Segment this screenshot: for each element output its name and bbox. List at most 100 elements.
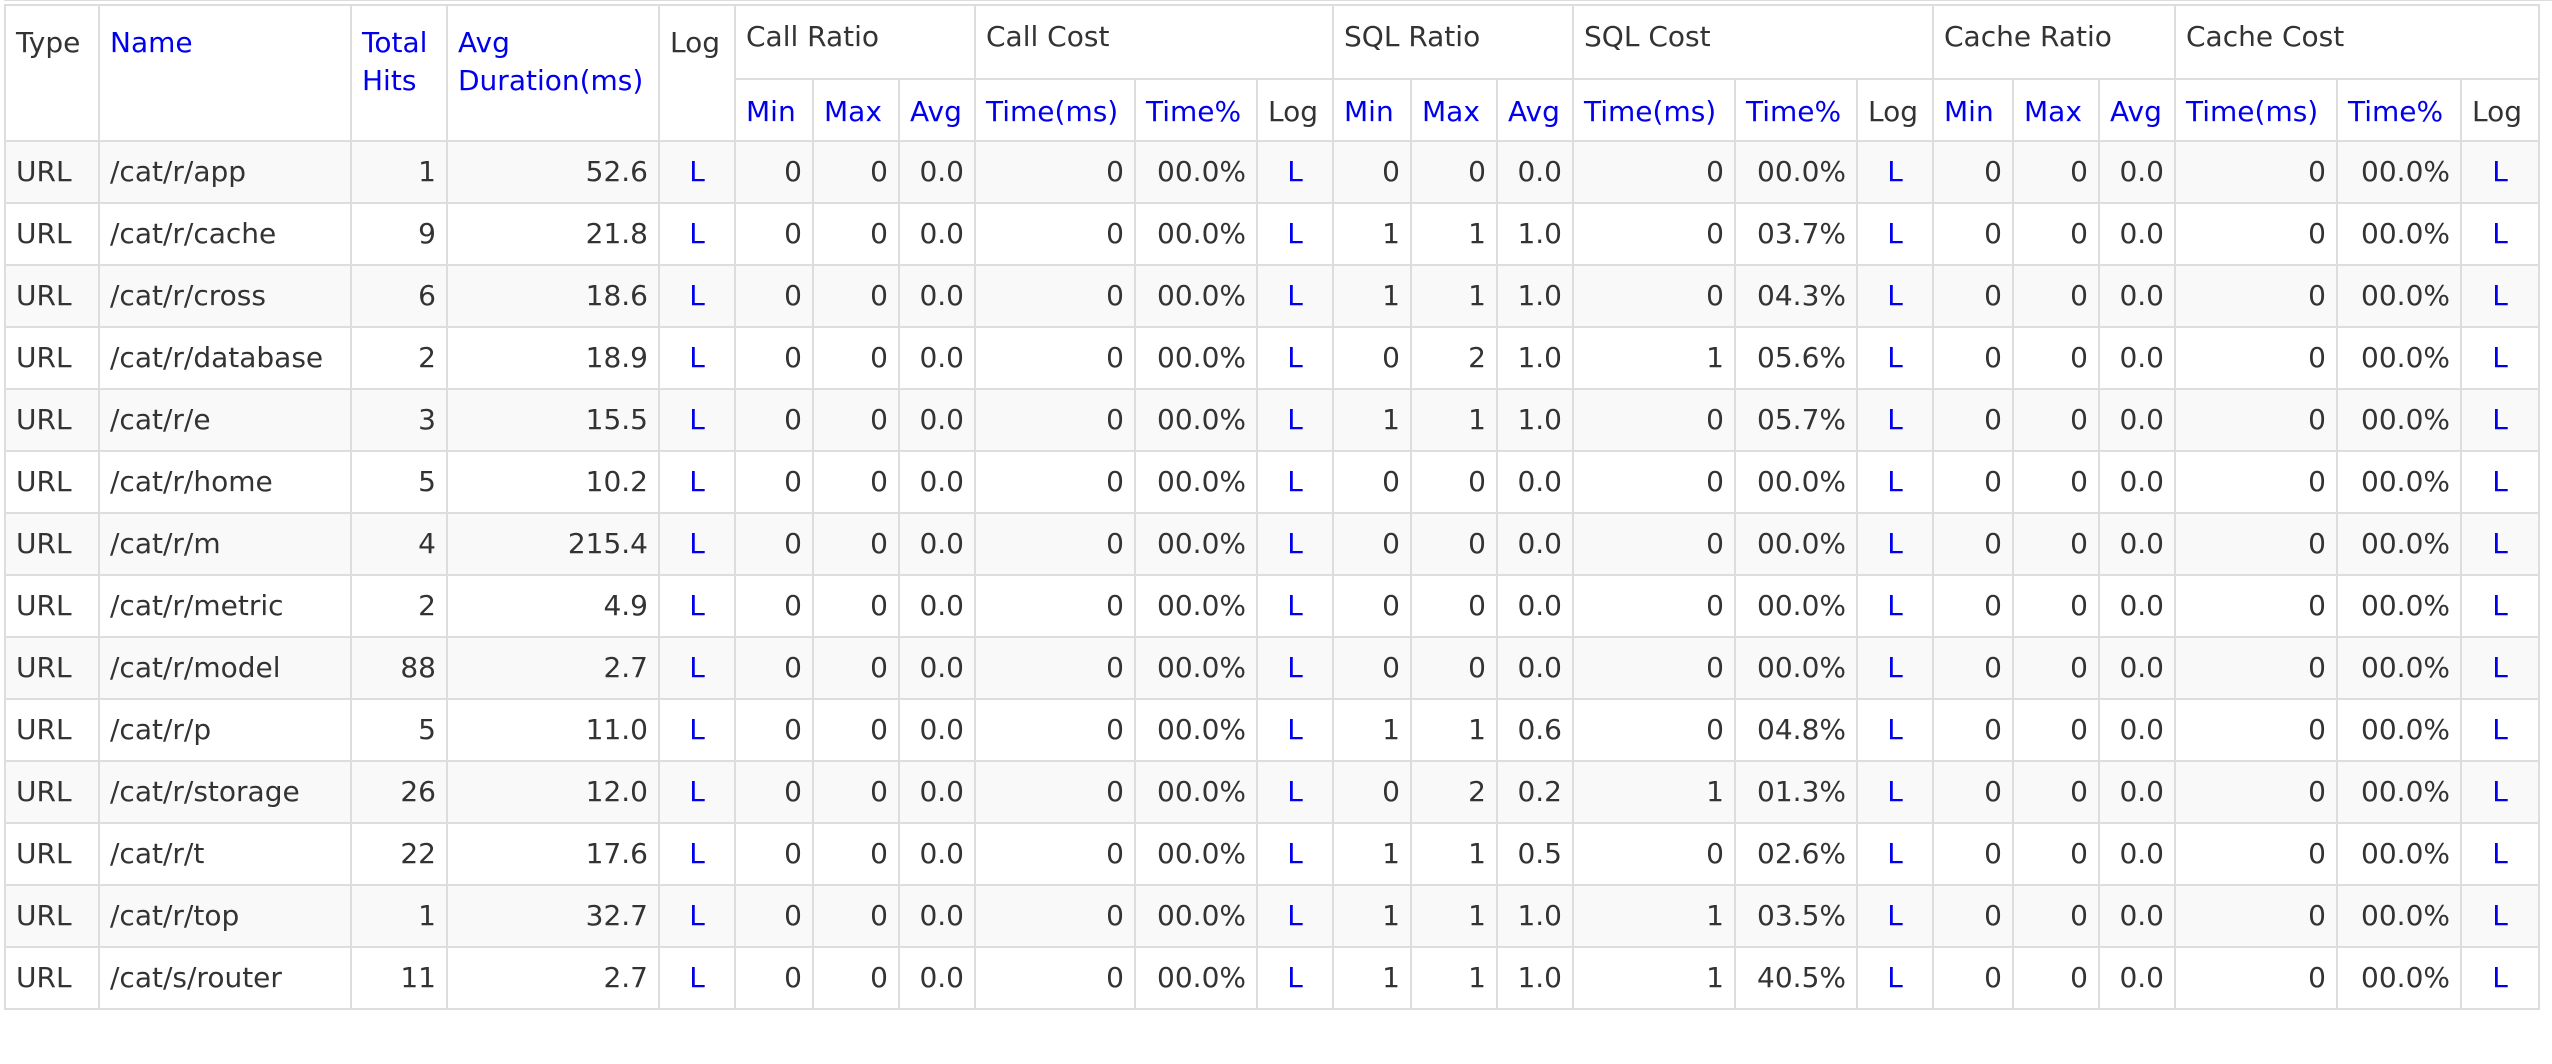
call-time-ms-header[interactable]: Time(ms): [974, 78, 1136, 142]
group-sql-ratio-header: SQL Ratio: [1332, 4, 1574, 80]
sql-log-link[interactable]: L: [1856, 884, 1934, 948]
log-link[interactable]: L: [658, 264, 736, 328]
sql-log-link[interactable]: L: [1856, 574, 1934, 638]
cache-log-link[interactable]: L: [2460, 202, 2540, 266]
log-link[interactable]: L: [658, 140, 736, 204]
cache-time-ms-header[interactable]: Time(ms): [2174, 78, 2338, 142]
cache-time-pct-header[interactable]: Time%: [2336, 78, 2462, 142]
sql-avg-header[interactable]: Avg: [1496, 78, 1574, 142]
cell-call-time-ms: 0: [974, 202, 1136, 266]
cache-log-link[interactable]: L: [2460, 388, 2540, 452]
log-link[interactable]: L: [658, 884, 736, 948]
log-link[interactable]: L: [658, 946, 736, 1010]
cell-avg-duration: 215.4: [446, 512, 660, 576]
cell-call-avg: 0.0: [898, 140, 976, 204]
cache-log-link[interactable]: L: [2460, 450, 2540, 514]
sql-log-link[interactable]: L: [1856, 946, 1934, 1010]
col-total-hits-header[interactable]: Total Hits: [350, 4, 448, 142]
sql-log-link[interactable]: L: [1856, 822, 1934, 886]
sql-log-link[interactable]: L: [1856, 388, 1934, 452]
cell-total-hits: 9: [350, 202, 448, 266]
log-link[interactable]: L: [658, 326, 736, 390]
cache-log-link[interactable]: L: [2460, 512, 2540, 576]
table-row: URL/cat/r/m 4 215.4 L 0 0 0.0 0 00.0% L 0 0 0.0 0 00.0…: [4, 512, 2540, 576]
cell-sql-time-ms: 1: [1572, 760, 1736, 824]
sql-max-header[interactable]: Max: [1410, 78, 1498, 142]
sql-time-ms-header[interactable]: Time(ms): [1572, 78, 1736, 142]
cache-log-link[interactable]: L: [2460, 884, 2540, 948]
cell-cache-avg: 0.0: [2098, 512, 2176, 576]
cell-call-time-pct: 00.0%: [1134, 388, 1258, 452]
cell-call-time-ms: 0: [974, 512, 1136, 576]
log-link[interactable]: L: [658, 450, 736, 514]
cache-log-link[interactable]: L: [2460, 140, 2540, 204]
log-link[interactable]: L: [658, 822, 736, 886]
cache-avg-header[interactable]: Avg: [2098, 78, 2176, 142]
call-log-link[interactable]: L: [1256, 512, 1334, 576]
call-log-link[interactable]: L: [1256, 264, 1334, 328]
sql-log-link[interactable]: L: [1856, 202, 1934, 266]
log-link[interactable]: L: [658, 388, 736, 452]
call-min-header[interactable]: Min: [734, 78, 814, 142]
cell-cache-max: 0: [2012, 946, 2100, 1010]
call-log-link[interactable]: L: [1256, 326, 1334, 390]
cell-sql-avg: 0.0: [1496, 140, 1574, 204]
sql-log-link[interactable]: L: [1856, 450, 1934, 514]
log-link[interactable]: L: [658, 512, 736, 576]
log-link[interactable]: L: [658, 698, 736, 762]
call-log-link[interactable]: L: [1256, 760, 1334, 824]
call-log-link[interactable]: L: [1256, 698, 1334, 762]
sql-log-link[interactable]: L: [1856, 140, 1934, 204]
log-link[interactable]: L: [658, 636, 736, 700]
log-link[interactable]: L: [658, 202, 736, 266]
cell-call-avg: 0.0: [898, 946, 976, 1010]
cache-log-link[interactable]: L: [2460, 326, 2540, 390]
cache-min-header[interactable]: Min: [1932, 78, 2014, 142]
col-name-header[interactable]: Name: [98, 4, 352, 142]
table-row: URL/cat/r/database 2 18.9 L 0 0 0.0 0 00.0% L 0 2 1.…: [4, 326, 2540, 390]
cache-log-link[interactable]: L: [2460, 264, 2540, 328]
cache-max-header[interactable]: Max: [2012, 78, 2100, 142]
call-log-link[interactable]: L: [1256, 202, 1334, 266]
call-avg-header[interactable]: Avg: [898, 78, 976, 142]
cell-sql-time-pct: 00.0%: [1734, 574, 1858, 638]
sql-log-link[interactable]: L: [1856, 512, 1934, 576]
sql-log-link[interactable]: L: [1856, 326, 1934, 390]
cache-log-link[interactable]: L: [2460, 822, 2540, 886]
col-avg-duration-header[interactable]: Avg Duration(ms): [446, 4, 660, 142]
call-log-link[interactable]: L: [1256, 140, 1334, 204]
cell-sql-avg: 1.0: [1496, 884, 1574, 948]
sql-log-link[interactable]: L: [1856, 698, 1934, 762]
sql-log-link[interactable]: L: [1856, 636, 1934, 700]
sql-log-link[interactable]: L: [1856, 760, 1934, 824]
cache-log-link[interactable]: L: [2460, 636, 2540, 700]
cache-log-link[interactable]: L: [2460, 698, 2540, 762]
cache-log-link[interactable]: L: [2460, 574, 2540, 638]
log-link[interactable]: L: [658, 760, 736, 824]
call-log-link[interactable]: L: [1256, 388, 1334, 452]
call-log-link[interactable]: L: [1256, 574, 1334, 638]
cell-name: /cat/r/database: [98, 326, 352, 390]
sql-log-link[interactable]: L: [1856, 264, 1934, 328]
call-log-link[interactable]: L: [1256, 822, 1334, 886]
call-log-link[interactable]: L: [1256, 636, 1334, 700]
cache-log-link[interactable]: L: [2460, 760, 2540, 824]
cell-call-time-pct: 00.0%: [1134, 946, 1258, 1010]
call-time-pct-header[interactable]: Time%: [1134, 78, 1258, 142]
cell-call-avg: 0.0: [898, 636, 976, 700]
sql-time-pct-header[interactable]: Time%: [1734, 78, 1858, 142]
call-log-link[interactable]: L: [1256, 450, 1334, 514]
call-max-header[interactable]: Max: [812, 78, 900, 142]
call-log-link[interactable]: L: [1256, 884, 1334, 948]
cell-call-max: 0: [812, 698, 900, 762]
cell-call-time-ms: 0: [974, 264, 1136, 328]
cell-call-avg: 0.0: [898, 326, 976, 390]
cell-cache-max: 0: [2012, 574, 2100, 638]
call-log-link[interactable]: L: [1256, 946, 1334, 1010]
cell-cache-time-ms: 0: [2174, 946, 2338, 1010]
sql-min-header[interactable]: Min: [1332, 78, 1412, 142]
log-link[interactable]: L: [658, 574, 736, 638]
cell-name: /cat/r/model: [98, 636, 352, 700]
cache-log-link[interactable]: L: [2460, 946, 2540, 1010]
table-row: URL/cat/r/model 88 2.7 L 0 0 0.0 0 00.0% L 0 0 0.0 0 0…: [4, 636, 2540, 700]
